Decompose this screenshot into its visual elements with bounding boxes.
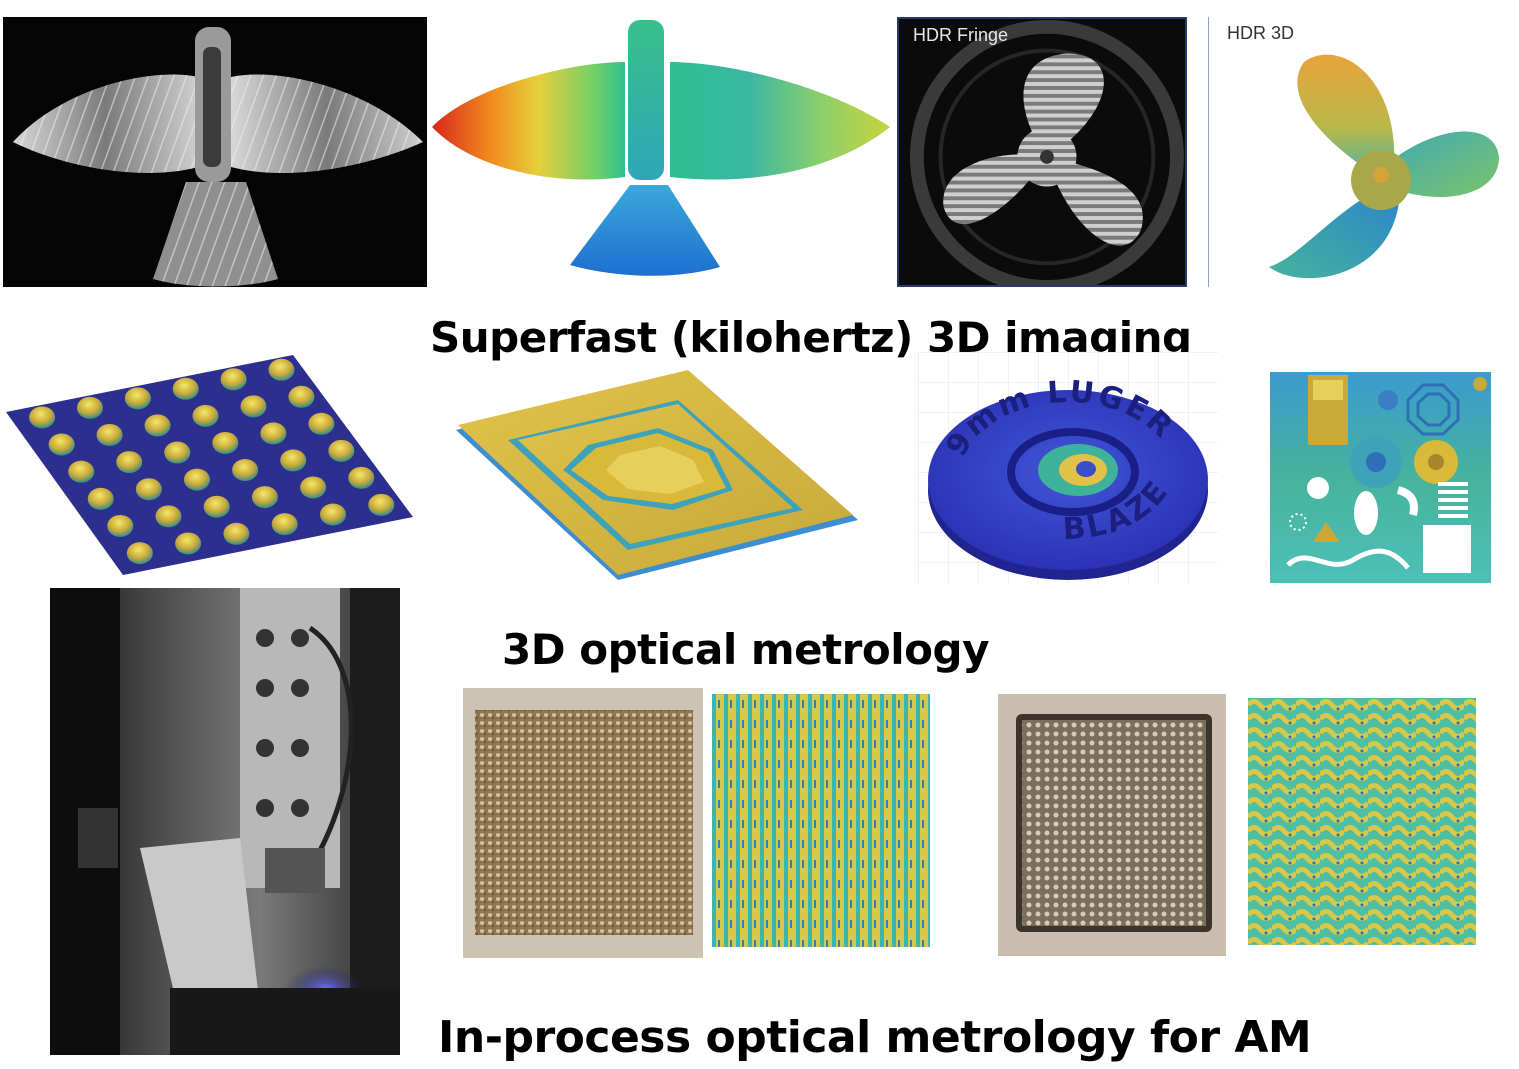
dome xyxy=(87,487,114,510)
am-sample2-photo xyxy=(998,694,1226,956)
dome xyxy=(319,503,346,526)
dome xyxy=(175,532,202,555)
caption-3d-optical-metrology: 3D optical metrology xyxy=(502,625,989,674)
caption-in-process-metrology-am: In-process optical metrology for AM xyxy=(438,1012,1312,1063)
dome xyxy=(126,542,153,565)
hdr-fringe-image: HDR Fringe xyxy=(897,17,1187,287)
dome xyxy=(48,433,75,456)
dome xyxy=(164,441,191,464)
dome xyxy=(260,422,287,445)
dome xyxy=(232,459,259,482)
dome xyxy=(183,468,210,491)
dome xyxy=(251,486,278,509)
dome xyxy=(116,451,143,474)
dome xyxy=(328,439,355,462)
dome xyxy=(268,358,295,381)
in-process-setup-photo xyxy=(50,588,400,1055)
bird-grayscale-image xyxy=(3,17,427,287)
dome xyxy=(96,423,123,446)
dome xyxy=(348,466,375,489)
hdr-fringe-label: HDR Fringe xyxy=(913,25,1009,45)
hdr-3d-image: HDR 3D xyxy=(1208,17,1517,287)
dome xyxy=(135,478,162,501)
dome xyxy=(368,493,395,516)
dome xyxy=(271,513,298,536)
dome xyxy=(288,385,315,408)
am-sample1-photo xyxy=(463,688,703,958)
dome xyxy=(308,412,335,435)
dome xyxy=(107,514,134,537)
test-artifact-plate-3d xyxy=(1268,370,1493,585)
cartridge-headstamp-3d: 9mm LUGER BLAZER xyxy=(918,352,1218,584)
am-sample1-3d xyxy=(712,694,930,947)
dome xyxy=(240,395,267,418)
am-sample2-3d xyxy=(1248,698,1476,945)
bird-3d-reconstruction xyxy=(430,17,892,287)
dome xyxy=(223,522,250,545)
dome xyxy=(280,449,307,472)
dome xyxy=(144,414,171,437)
octagon-step-3d xyxy=(448,370,863,582)
dome xyxy=(29,406,56,429)
dome xyxy=(192,404,219,427)
dome xyxy=(212,431,239,454)
dome xyxy=(172,377,199,400)
dome xyxy=(76,396,103,419)
dome xyxy=(68,460,95,483)
dome xyxy=(124,387,151,410)
dome xyxy=(300,476,327,499)
dome xyxy=(155,505,182,528)
dome xyxy=(220,368,247,391)
hdr-3d-label: HDR 3D xyxy=(1227,23,1295,43)
dome xyxy=(203,495,230,518)
dome-array-3d xyxy=(3,352,415,577)
